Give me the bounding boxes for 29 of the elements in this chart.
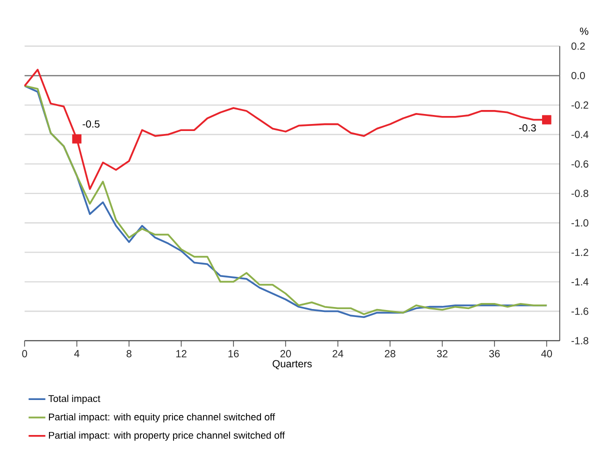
legend-label: Total impact <box>48 394 100 404</box>
y-tick-label: -1.8 <box>572 336 588 344</box>
y-tick-label: -0.6 <box>572 160 588 168</box>
y-tick-label: -1.6 <box>572 307 588 315</box>
x-tick-label: 32 <box>436 350 448 358</box>
x-tick-label: 36 <box>489 350 500 358</box>
y-tick-label: 0.0 <box>571 72 585 80</box>
x-tick-label: 12 <box>176 350 186 358</box>
annotation: -0.3 <box>519 124 536 132</box>
y-axis-title: % <box>580 27 588 35</box>
x-tick-label: 16 <box>228 350 239 358</box>
x-tick-label: 0 <box>22 350 28 358</box>
y-tick-label: -1.4 <box>572 278 588 286</box>
x-tick-label: 4 <box>74 350 80 357</box>
x-tick-label: 40 <box>541 350 552 358</box>
y-tick-label: -0.8 <box>572 190 588 197</box>
legend-label: Partial impact: with equity price channel switched off <box>48 413 276 422</box>
y-tick-label: -1.2 <box>572 248 588 256</box>
x-tick-label: 24 <box>332 350 344 358</box>
x-tick-label: 20 <box>280 350 291 358</box>
x-tick-label: 28 <box>384 350 396 358</box>
annotation: -0.5 <box>82 120 100 128</box>
y-tick-label: -0.4 <box>572 130 588 138</box>
legend-label: Partial impact: with property price channel switched off <box>48 431 285 441</box>
x-axis-title: Quarters <box>272 360 312 369</box>
y-tick-label: 0.2 <box>571 42 585 50</box>
x-tick-label: 8 <box>126 350 132 358</box>
y-tick-label: -1.0 <box>572 219 588 226</box>
y-tick-label: -0.2 <box>572 101 588 108</box>
